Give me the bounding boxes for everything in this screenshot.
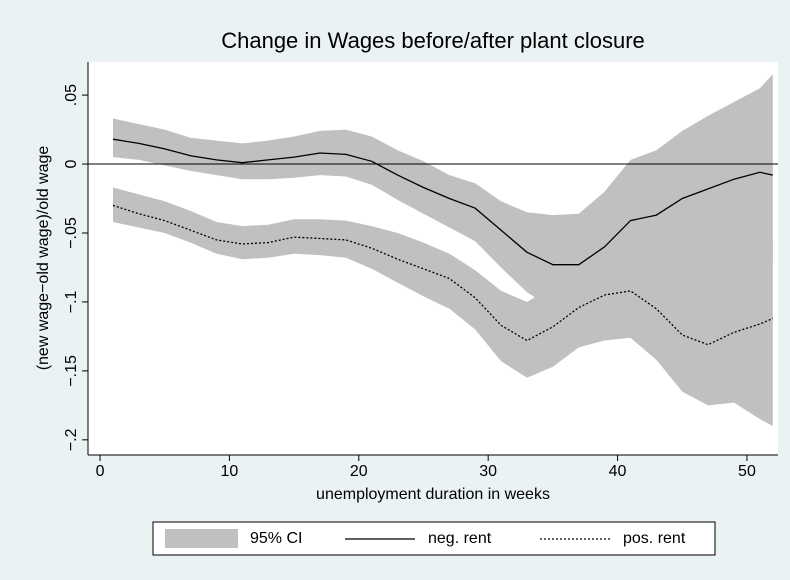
y-tick-label: −.1 — [63, 290, 80, 313]
legend-label: pos. rent — [623, 530, 686, 547]
chart-title: Change in Wages before/after plant closu… — [221, 28, 645, 53]
y-tick-label: 0 — [63, 159, 80, 168]
y-tick-label: −.05 — [63, 217, 80, 249]
series-line — [112, 204, 774, 346]
y-tick-label: .05 — [63, 84, 80, 106]
x-tick-label: 50 — [738, 463, 756, 480]
ci-band — [113, 187, 773, 426]
legend — [152, 521, 716, 556]
x-tick-label: 10 — [221, 463, 239, 480]
series-line — [112, 138, 773, 266]
y-tick-label: −.2 — [63, 428, 80, 451]
x-tick-label: 20 — [350, 463, 368, 480]
y-axis-label: (new wage−old wage)/old wage — [35, 146, 52, 371]
x-tick-label: 30 — [479, 463, 497, 480]
x-tick-label: 40 — [609, 463, 627, 480]
y-tick-label: −.15 — [63, 355, 80, 387]
x-axis-label: unemployment duration in weeks — [316, 486, 550, 503]
x-tick-label: 0 — [96, 463, 105, 480]
legend-label: neg. rent — [428, 530, 492, 547]
legend-label: 95% CI — [250, 530, 302, 547]
legend-swatch — [165, 529, 238, 548]
